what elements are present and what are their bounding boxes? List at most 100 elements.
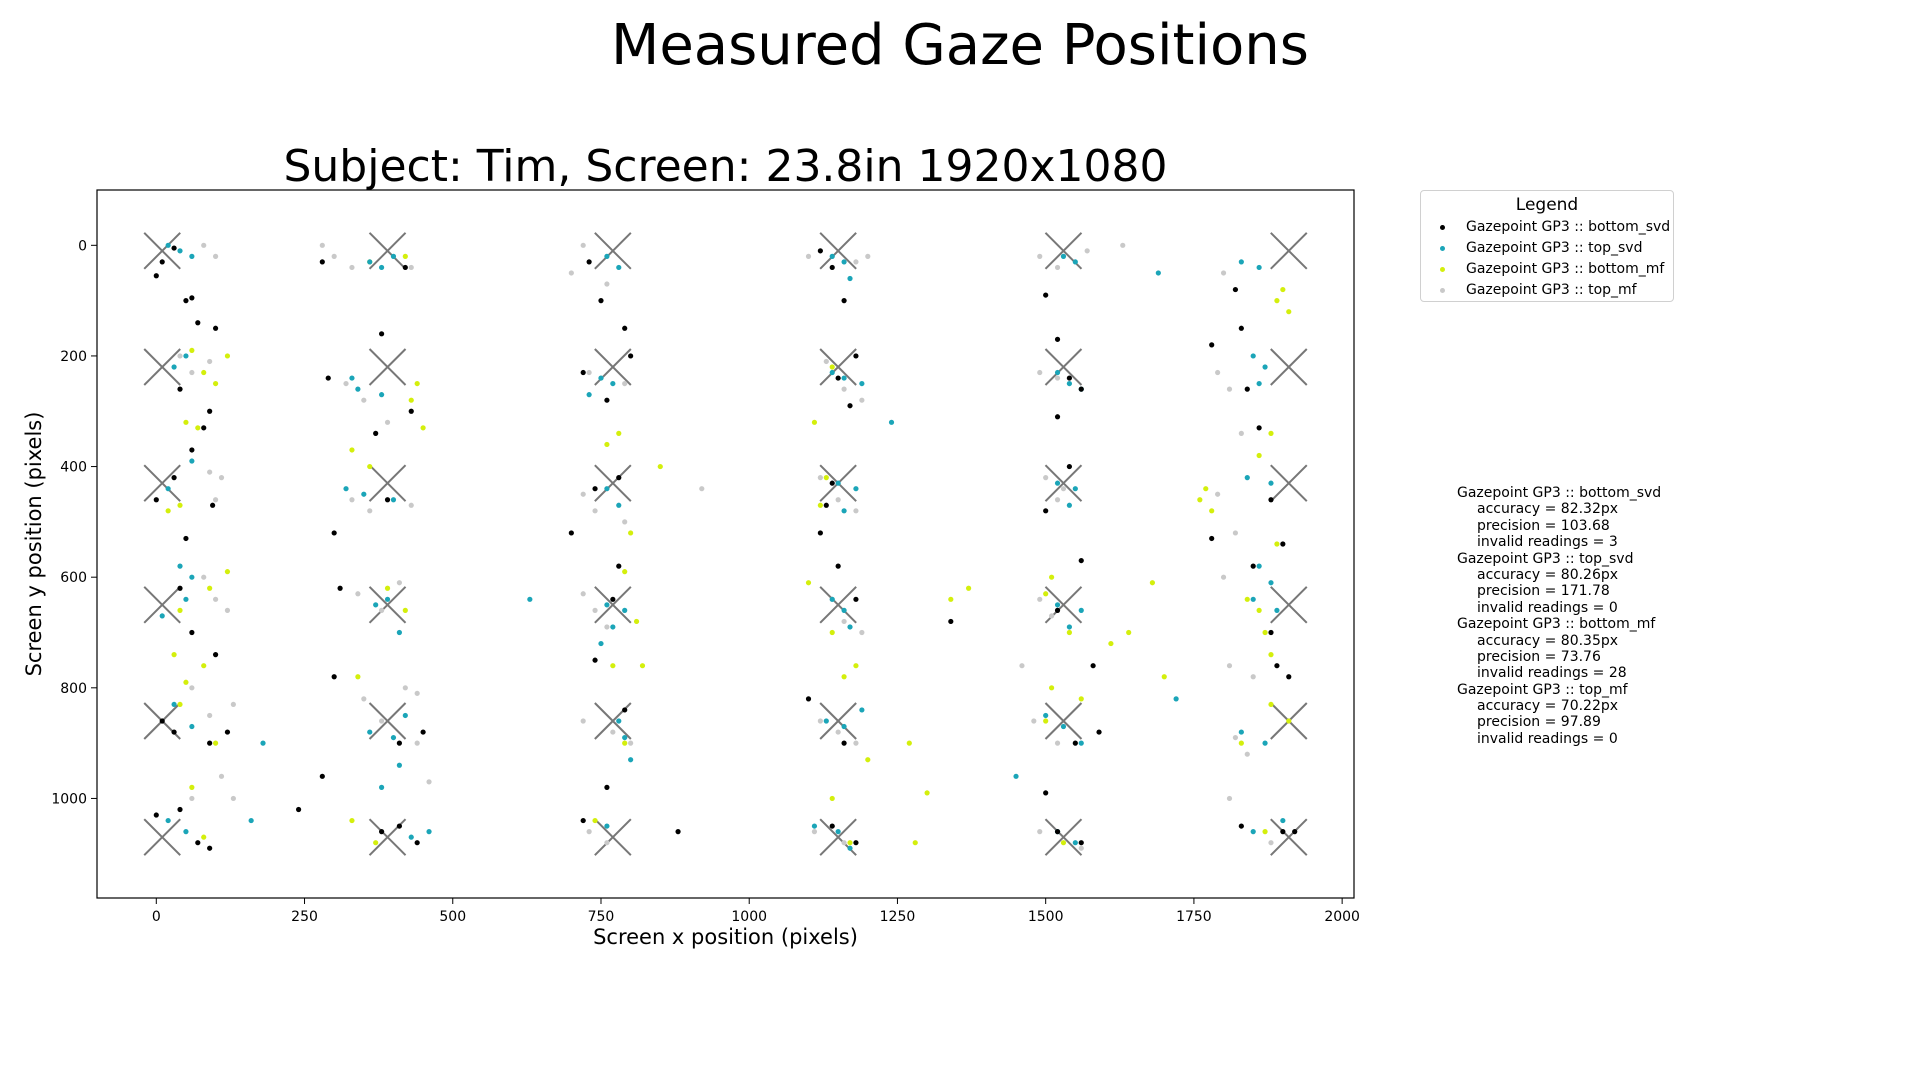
gaze-point (1238, 259, 1244, 265)
gaze-point (319, 242, 325, 248)
target-cross-stroke (368, 348, 407, 386)
gaze-point (396, 740, 402, 746)
gaze-point (426, 779, 432, 785)
gaze-point (847, 845, 853, 851)
stat-series-name: Gazepoint GP3 :: top_svd (1457, 550, 1634, 567)
gaze-point (853, 508, 859, 514)
gaze-point (592, 607, 598, 613)
gaze-point (633, 618, 640, 625)
gaze-point (829, 264, 835, 271)
target-cross-marker (143, 464, 181, 502)
gaze-point (1049, 613, 1055, 619)
gaze-point (568, 270, 574, 276)
gaze-point (189, 685, 195, 691)
gaze-point (396, 580, 402, 586)
gaze-point (153, 812, 159, 818)
gaze-point (1043, 292, 1049, 298)
gaze-point (1268, 480, 1274, 486)
gaze-point (331, 253, 337, 259)
gaze-point (580, 242, 586, 248)
gaze-point (402, 264, 408, 271)
gaze-point (853, 663, 859, 669)
gaze-point (379, 607, 385, 613)
gaze-point (171, 729, 177, 735)
gaze-point (853, 840, 859, 846)
gaze-point (171, 475, 177, 481)
x-tick-label: 1250 (880, 909, 916, 925)
gaze-point (218, 773, 225, 779)
gaze-point (248, 817, 254, 824)
gaze-point (924, 790, 930, 796)
gaze-point (177, 386, 183, 392)
stat-accuracy: accuracy = 82.32px (1477, 501, 1619, 518)
gaze-point (159, 718, 165, 724)
gaze-point (622, 519, 628, 525)
gaze-point (853, 353, 859, 359)
gaze-point (604, 397, 610, 403)
gaze-point (224, 353, 231, 359)
gaze-point (218, 475, 225, 481)
gaze-point (841, 508, 847, 514)
target-cross-marker (368, 348, 407, 386)
gaze-point (367, 508, 373, 514)
target-cross-marker (594, 232, 632, 270)
x-axis-label: Screen x position (pixels) (593, 925, 858, 949)
gaze-point (177, 502, 183, 508)
gaze-point (177, 563, 183, 569)
target-cross-stroke (368, 464, 407, 502)
gaze-point (1286, 718, 1292, 724)
gaze-point (379, 718, 385, 724)
gaze-point (580, 369, 586, 376)
gaze-point (201, 574, 207, 580)
gaze-point (616, 502, 622, 508)
gaze-point (675, 829, 681, 835)
gaze-point (622, 707, 628, 713)
gaze-point (1173, 696, 1179, 702)
gaze-point (811, 829, 818, 835)
gaze-point (201, 834, 207, 840)
stat-invalid-readings: invalid readings = 28 (1477, 665, 1627, 682)
target-cross-marker (1044, 348, 1083, 386)
target-cross-stroke (819, 586, 857, 624)
gaze-point (604, 624, 610, 630)
legend-label: Gazepoint GP3 :: bottom_mf (1466, 261, 1665, 277)
gaze-point (1037, 596, 1043, 602)
gaze-point (195, 840, 201, 846)
plot-frame (96, 189, 1355, 899)
gaze-point (616, 475, 622, 481)
target-cross-stroke (143, 818, 181, 856)
gaze-point (628, 530, 634, 536)
gaze-point (201, 369, 207, 376)
target-cross-stroke (1270, 464, 1308, 502)
gaze-point (580, 591, 586, 597)
target-cross-stroke (819, 702, 857, 740)
gaze-point (1060, 253, 1067, 259)
gaze-point (580, 491, 586, 497)
gaze-point (1054, 740, 1061, 746)
gaze-point (616, 563, 622, 569)
gaze-point (1238, 729, 1244, 735)
gaze-point (343, 486, 349, 492)
gaze-point (622, 734, 628, 741)
gaze-point (384, 585, 391, 591)
gaze-point (948, 596, 954, 602)
gaze-point (1054, 414, 1061, 420)
gaze-point (1049, 574, 1055, 580)
gaze-point (1066, 380, 1072, 387)
gaze-point (622, 569, 628, 575)
gaze-point (1078, 386, 1084, 392)
gaze-point (373, 602, 379, 608)
stat-invalid-readings: invalid readings = 3 (1477, 534, 1618, 551)
gaze-point (598, 375, 604, 381)
legend-label: Gazepoint GP3 :: bottom_svd (1466, 219, 1671, 235)
legend-title: Legend (1515, 195, 1579, 215)
gaze-point (853, 259, 859, 265)
target-cross-stroke (1270, 348, 1308, 386)
gaze-point (829, 364, 835, 370)
gaze-point (212, 253, 219, 259)
gaze-point (1286, 674, 1292, 680)
gaze-point (699, 486, 705, 492)
gaze-point (1268, 629, 1274, 636)
gaze-point (657, 463, 663, 470)
gaze-point (207, 712, 213, 719)
